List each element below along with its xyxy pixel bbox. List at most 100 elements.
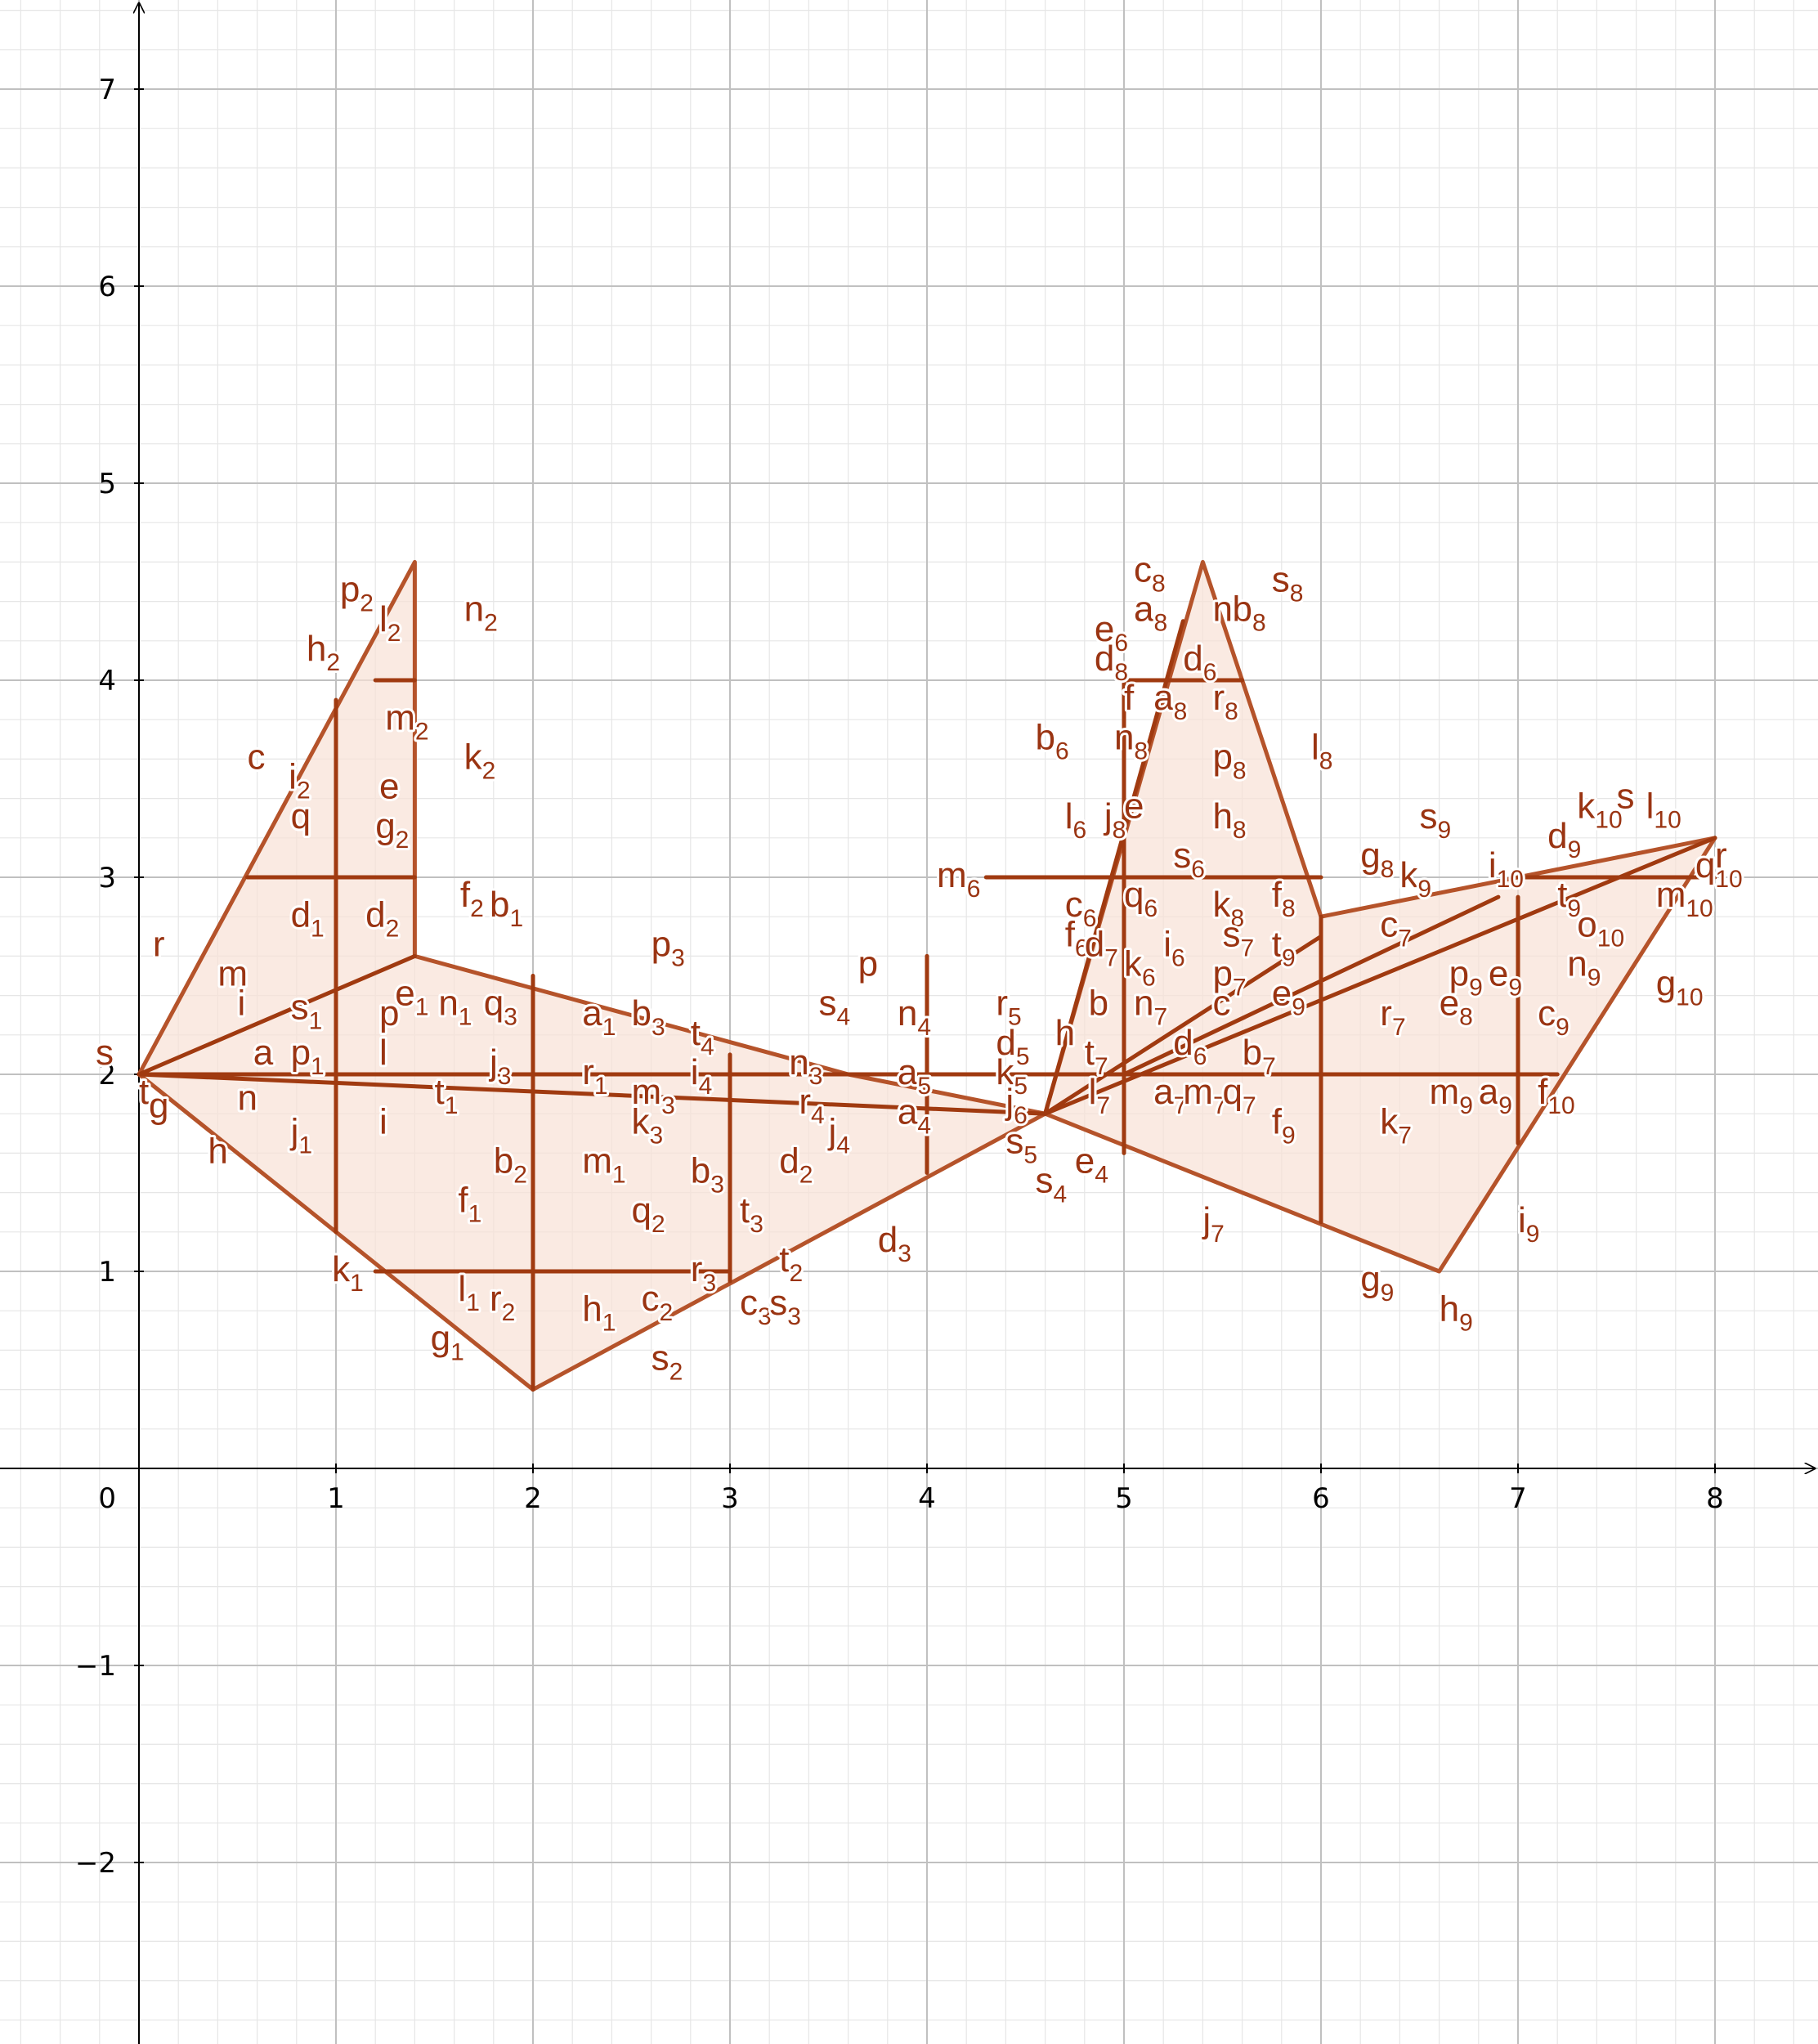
y-tick-label: 6 (98, 271, 116, 303)
point-label: l7 (1089, 1072, 1110, 1119)
point-label: m (217, 954, 248, 994)
point-label: l10 (1646, 787, 1681, 834)
point-label: a8 (1153, 678, 1187, 725)
point-label: t2 (779, 1239, 803, 1287)
point-label: n7 (1134, 984, 1167, 1031)
point-label: c3 (740, 1283, 772, 1330)
point-label: p9 (1449, 954, 1483, 1002)
y-tick-label: 1 (98, 1256, 116, 1289)
point-label: p (858, 944, 878, 984)
point-label: t (139, 1072, 149, 1112)
point-label: g (149, 1086, 168, 1126)
segment[interactable] (1043, 836, 1717, 1116)
point-label: f10 (1538, 1072, 1575, 1119)
point-label: m7 (1183, 1072, 1226, 1119)
point-label: c2 (642, 1279, 674, 1326)
point-label: c8 (1134, 550, 1166, 598)
point-label: s9 (1420, 796, 1452, 844)
point-label: c (248, 737, 266, 777)
point-label: e6 (1095, 609, 1128, 657)
point-label: d2 (779, 1141, 813, 1189)
point-label: f2 (460, 875, 484, 922)
point-label: l (379, 1033, 387, 1073)
point-label: p1 (291, 1033, 325, 1080)
point-label: f8 (1272, 875, 1296, 922)
point-label: d1 (291, 894, 325, 942)
point-label: i6 (1163, 924, 1184, 971)
point-label: e8 (1440, 984, 1473, 1031)
point-label: g9 (1360, 1259, 1394, 1307)
point-label: e9 (1272, 974, 1305, 1021)
point-label: r (1715, 836, 1727, 876)
point-label: h1 (582, 1289, 616, 1336)
y-tick-label: 3 (98, 862, 116, 894)
point-label: h8 (1212, 796, 1246, 844)
point-label: t9 (1557, 875, 1581, 922)
point-label: s7 (1223, 914, 1255, 961)
point-label: r8 (1212, 678, 1238, 725)
point-label: a7 (1153, 1072, 1187, 1119)
y-tick-label: 5 (98, 468, 116, 500)
point-label: i4 (691, 1052, 712, 1100)
point-label: d3 (878, 1220, 911, 1267)
segment[interactable] (1043, 619, 1185, 1116)
point-label: g8 (1360, 836, 1394, 883)
point-label: i (379, 1101, 387, 1141)
point-label: t4 (691, 1013, 714, 1060)
x-tick-label: 1 (327, 1482, 345, 1515)
segment[interactable] (137, 953, 417, 1077)
point-label: r2 (490, 1279, 515, 1326)
point-label: r4 (799, 1082, 824, 1129)
point-label: m2 (385, 697, 428, 745)
point-label: r (153, 924, 165, 964)
point-label: m6 (937, 855, 980, 903)
point-label: j1 (289, 1111, 312, 1159)
point-label: i10 (1489, 845, 1524, 893)
point-label: s6 (1173, 836, 1205, 883)
point-label: p3 (652, 924, 685, 971)
point-label: h (1055, 1013, 1075, 1053)
point-label: l6 (1065, 796, 1086, 844)
point-label: i2 (289, 757, 310, 805)
point-label: d9 (1547, 816, 1581, 863)
x-tick-label: 6 (1312, 1482, 1330, 1515)
origin-label: 0 (98, 1482, 116, 1515)
point-label: n8 (1114, 717, 1148, 764)
point-label: n9 (1567, 944, 1601, 992)
point-label: t3 (740, 1190, 763, 1238)
point-label: r3 (691, 1249, 716, 1297)
point-label: c7 (1380, 904, 1412, 952)
point-label: b2 (494, 1141, 527, 1189)
x-tick-label: 3 (721, 1482, 739, 1515)
y-tick-label: 7 (98, 74, 116, 106)
point-label: q6 (1124, 875, 1158, 922)
point-label: c6 (1065, 885, 1097, 932)
point-label: n3 (789, 1042, 822, 1090)
point-label: l8 (1311, 727, 1332, 774)
point-label: n (1212, 589, 1232, 630)
point-label: m1 (582, 1141, 625, 1189)
point-label: f6 (1065, 914, 1089, 961)
point-label: h (208, 1131, 227, 1171)
point-label: q3 (484, 984, 517, 1031)
point-label: k10 (1577, 787, 1622, 834)
point-label: d6 (1173, 1023, 1207, 1070)
segments[interactable] (137, 619, 1717, 1392)
segment[interactable] (137, 1072, 1048, 1116)
point-label: e (379, 767, 399, 807)
point-label: r7 (1380, 993, 1405, 1041)
point-label: a5 (898, 1052, 931, 1100)
point-label: a4 (898, 1091, 931, 1139)
point-label: b7 (1243, 1033, 1276, 1080)
segment[interactable] (1043, 934, 1323, 1116)
point-label: n (238, 1078, 257, 1118)
point-label: e (1124, 787, 1144, 827)
point-label: d8 (1095, 639, 1128, 686)
point-label: s3 (769, 1283, 801, 1330)
point-label: l2 (379, 599, 401, 647)
x-tick-label: 8 (1706, 1482, 1724, 1515)
point-label: s8 (1272, 560, 1304, 607)
segment[interactable] (1122, 894, 1501, 1077)
y-tick-label: 4 (98, 665, 116, 697)
